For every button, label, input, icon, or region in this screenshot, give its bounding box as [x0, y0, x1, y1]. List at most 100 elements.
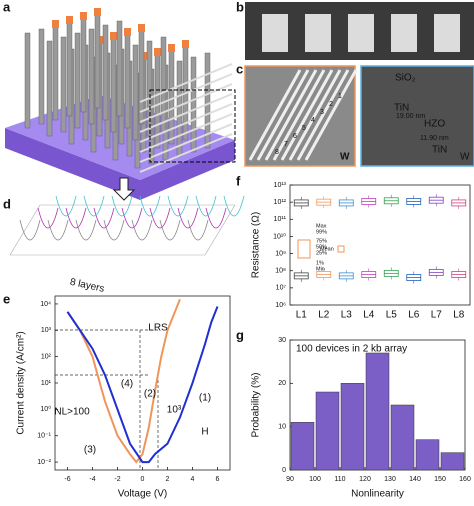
- stripe: [280, 69, 334, 161]
- y-tick-label: 30: [278, 337, 286, 344]
- column: [348, 14, 374, 52]
- wave: [55, 195, 77, 217]
- wave: [139, 195, 161, 217]
- panel-label: f: [236, 173, 241, 188]
- frame: [360, 65, 474, 167]
- x-tick-label: L2: [318, 310, 330, 321]
- layer-number: 6: [293, 133, 297, 140]
- y-axis-label: Probability (%): [251, 372, 262, 437]
- cap: [94, 8, 101, 16]
- y-tick-label: 10²: [41, 353, 52, 360]
- curve: [66, 298, 181, 464]
- y-tick-label: 10⁻²: [37, 459, 51, 466]
- micrograph-label: HZO: [424, 119, 445, 130]
- wave: [93, 207, 115, 229]
- panel-label: a: [3, 0, 11, 14]
- cap: [182, 40, 189, 48]
- y-tick-label: 20: [278, 380, 286, 387]
- bar: [290, 422, 315, 471]
- wave: [159, 219, 181, 241]
- layer-number: 2: [329, 101, 333, 108]
- x-tick-label: 2: [166, 476, 170, 483]
- bar: [365, 352, 390, 471]
- y-tick-label: 10⁰: [40, 405, 51, 413]
- x-tick-label: L4: [363, 310, 375, 321]
- x-tick-label: 6: [216, 476, 220, 483]
- annotation: 100 devices in 2 kb array: [296, 344, 407, 355]
- rod: [190, 56, 197, 153]
- inset-box: [149, 89, 236, 163]
- x-tick-label: 0: [141, 476, 145, 483]
- stripe: [296, 69, 350, 161]
- x-tick-label: L1: [296, 310, 308, 321]
- micrograph-label: TiN: [432, 145, 447, 156]
- plot-frame: [54, 295, 231, 471]
- micrograph-label: W: [460, 152, 470, 163]
- bar: [390, 404, 415, 471]
- y-tick-label: 10¹⁰: [273, 232, 286, 240]
- x-tick-label: -6: [64, 476, 70, 483]
- wave: [223, 195, 245, 217]
- x-tick-label: L6: [408, 310, 420, 321]
- wave: [177, 207, 199, 229]
- wave: [83, 195, 105, 217]
- panel-label: d: [3, 196, 11, 211]
- wave: [149, 207, 171, 229]
- layer: [139, 133, 233, 173]
- rod: [160, 36, 167, 133]
- y-tick-label: 10⁶: [275, 302, 286, 309]
- curve: [66, 306, 219, 464]
- rod: [88, 28, 95, 125]
- wave: [65, 207, 87, 229]
- x-tick-label: L7: [431, 310, 443, 321]
- layers-label: 8 layers: [69, 277, 106, 295]
- cap: [154, 48, 161, 56]
- legend-label: Max: [316, 223, 327, 229]
- annotation: NL>100: [54, 407, 90, 418]
- panel-label: c: [236, 61, 243, 76]
- stripe: [288, 69, 342, 161]
- panel-a-illustration: [5, 8, 236, 200]
- legend-label: 25%: [316, 250, 327, 256]
- bar: [440, 452, 465, 471]
- y-tick-label: 10¹²: [274, 199, 287, 206]
- bar: [315, 391, 340, 471]
- layer-number: 4: [311, 117, 315, 124]
- column: [391, 14, 417, 52]
- cap: [168, 44, 175, 52]
- column: [305, 14, 331, 52]
- panel-label: g: [236, 327, 244, 342]
- stripe: [264, 69, 318, 161]
- wave: [121, 207, 143, 229]
- legend-mean: [337, 245, 345, 253]
- x-tick-label: L8: [453, 310, 465, 321]
- layer: [139, 123, 233, 163]
- layer-number: 3: [320, 109, 324, 116]
- dashed-guides: [55, 329, 160, 470]
- x-tick-label: 140: [409, 476, 421, 483]
- x-tick-label: 110: [334, 476, 345, 483]
- x-tick-label: 150: [434, 476, 446, 483]
- x-tick-label: 160: [459, 476, 471, 483]
- y-axis-label: Resistance (Ω): [251, 212, 262, 278]
- x-axis-label: Nonlinearity: [351, 489, 404, 500]
- y-tick-label: 10⁷: [276, 285, 287, 292]
- rod: [124, 32, 131, 129]
- rod: [110, 36, 117, 133]
- rod: [24, 32, 31, 129]
- y-tick-label: 10⁸: [275, 268, 286, 275]
- annotation: LRS: [148, 323, 168, 334]
- rod: [66, 20, 73, 117]
- y-tick-label: 10: [278, 424, 286, 431]
- legend-label: 99%: [316, 229, 327, 235]
- annotation: (1): [199, 393, 211, 404]
- legend-label: 75%: [316, 238, 327, 244]
- x-axis-label: Voltage (V): [118, 489, 167, 500]
- wave: [167, 195, 189, 217]
- layer-number: 5: [302, 125, 306, 132]
- stripe: [304, 69, 358, 161]
- x-tick-label: 120: [359, 476, 371, 483]
- wave: [187, 219, 209, 241]
- wave: [37, 207, 59, 229]
